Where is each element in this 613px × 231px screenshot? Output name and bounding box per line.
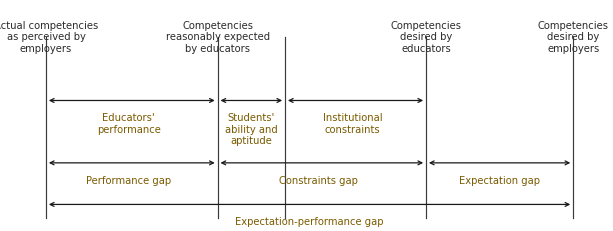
Text: Performance gap: Performance gap <box>86 176 171 185</box>
Text: Competencies
desired by
employers: Competencies desired by employers <box>538 21 609 54</box>
Text: Expectation-performance gap: Expectation-performance gap <box>235 217 384 227</box>
Text: Competencies
desired by
educators: Competencies desired by educators <box>390 21 462 54</box>
Text: Constraints gap: Constraints gap <box>280 176 358 185</box>
Text: Actual competencies
as perceived by
employers: Actual competencies as perceived by empl… <box>0 21 98 54</box>
Text: Students'
ability and
aptitude: Students' ability and aptitude <box>225 113 278 146</box>
Text: Competencies
reasonably expected
by educators: Competencies reasonably expected by educ… <box>166 21 270 54</box>
Text: Institutional
constraints: Institutional constraints <box>322 113 383 135</box>
Text: Educators'
performance: Educators' performance <box>97 113 161 135</box>
Text: Expectation gap: Expectation gap <box>459 176 540 185</box>
